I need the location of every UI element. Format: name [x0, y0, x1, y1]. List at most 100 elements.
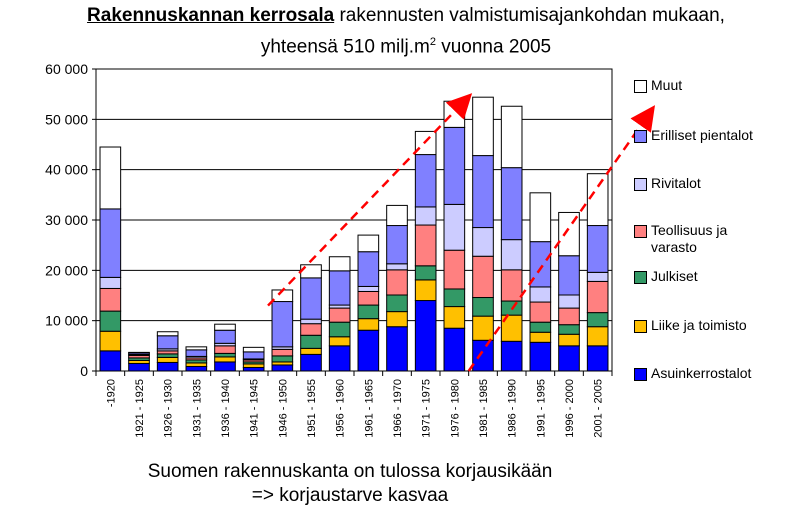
bar-segment	[386, 269, 408, 296]
bar-segment	[99, 146, 122, 210]
bar-segment	[328, 321, 351, 338]
title-line2-pre: yhteensä 510 milj.m	[260, 36, 430, 58]
bar-segment	[500, 269, 523, 302]
chart-caption: Suomen rakennuskanta on tulossa korjausi…	[60, 460, 640, 508]
bar-segment	[386, 263, 408, 271]
bar-segment	[300, 353, 322, 372]
bar-segment	[271, 301, 294, 348]
bar-segment	[558, 307, 580, 326]
bar-segment	[529, 301, 552, 323]
x-tick-label: 1976 - 1980	[449, 379, 461, 438]
caption-line-2: => korjaustarve kasvaa	[251, 485, 449, 506]
bar-segment	[128, 362, 150, 372]
x-tick-label: 1931 - 1935	[191, 379, 203, 438]
title-superscript: 2	[429, 36, 436, 48]
legend-label: Asuinkerrostalot	[651, 365, 752, 381]
bar-segment	[328, 345, 351, 372]
bar-segment	[472, 255, 494, 299]
bar-segment	[271, 364, 294, 372]
bar-segment	[185, 365, 208, 372]
bar-segment	[472, 96, 494, 157]
bar-segment	[214, 361, 236, 372]
y-tick-label: 60 000	[45, 61, 88, 77]
bar-segment	[99, 350, 122, 372]
bar-segment	[586, 345, 609, 372]
bar-segment	[214, 345, 236, 354]
x-tick-label: 1936 - 1940	[220, 379, 232, 438]
bar-segment	[558, 211, 580, 257]
bar-segment	[414, 224, 437, 267]
bar-segment	[271, 348, 294, 357]
x-tick-label: 1951 - 1955	[306, 379, 318, 438]
title-line-2: yhteensä 510 milj.m2 vuonna 2005	[0, 29, 812, 60]
bar-segment	[185, 362, 208, 367]
bar-segment	[214, 329, 236, 344]
title-line-1: Rakennuskannan kerrosala rakennusten val…	[0, 2, 812, 29]
bar-segment	[156, 331, 179, 337]
bar-segment	[586, 173, 609, 227]
x-tick-label: 2001 - 2005	[593, 379, 605, 438]
x-tick-label: 1971 - 1975	[421, 379, 433, 438]
bar-segment	[214, 323, 236, 331]
y-tick-label: 0	[80, 363, 88, 379]
bar-segment	[529, 331, 552, 343]
legend-label: Erilliset pientalot	[651, 127, 753, 143]
bar-segment	[500, 239, 523, 271]
bar-segment	[357, 329, 380, 372]
bar-segment	[414, 206, 437, 226]
bar-segment	[586, 312, 609, 328]
bar-segment	[242, 346, 265, 353]
bar-segment	[472, 227, 494, 257]
caption-line-1: Suomen rakennuskanta on tulossa korjausi…	[147, 461, 553, 482]
bar-segment	[128, 351, 150, 354]
title-rest: rakennusten valmistumisajankohdan mukaan…	[334, 5, 725, 26]
bar-segment	[472, 315, 494, 341]
bar-segment	[99, 208, 122, 278]
bar-segment	[214, 356, 236, 363]
bar-segment	[99, 330, 122, 352]
bar-segment	[357, 251, 380, 287]
x-tick-label: 1921 - 1925	[134, 379, 146, 438]
bar-segment	[271, 355, 294, 363]
legend-label: Teollisuus ja varasto	[651, 222, 728, 255]
bar-segment	[529, 341, 552, 372]
bar-segment	[414, 265, 437, 281]
bar-segment	[185, 346, 208, 351]
bar-segment	[328, 307, 351, 323]
bar-segment	[300, 347, 322, 355]
bar-segment	[586, 225, 609, 273]
bar-segment	[443, 203, 466, 251]
legend-label: Muut	[651, 77, 683, 93]
bar-segment	[558, 345, 580, 372]
bar-segment	[529, 286, 552, 303]
bar-segment	[156, 361, 179, 372]
bar-segment	[386, 225, 408, 265]
stacked-bar-chart: 0 10 000 20 000 30 000 40 000 50 000 60 000 -19…	[45, 61, 656, 438]
y-tick-label: 20 000	[45, 262, 88, 278]
bar-segment	[156, 335, 179, 350]
bar-segment	[300, 334, 322, 349]
bar-segment	[443, 126, 466, 205]
x-tick-label: 1926 - 1930	[163, 379, 175, 438]
legend-swatch	[634, 178, 647, 191]
bar-segment	[185, 349, 208, 357]
bar-segment	[586, 326, 609, 347]
bar-segment	[242, 363, 265, 368]
bar-segment	[500, 105, 523, 169]
title-line2-post: vuonna 2005	[435, 36, 552, 58]
x-tick-label: 1961 - 1965	[363, 379, 375, 438]
bar-segment	[529, 192, 552, 243]
x-tick-label: 1996 - 2000	[564, 379, 576, 438]
bar-segment	[586, 280, 609, 314]
bar-segment	[328, 336, 351, 347]
x-tick-label: 1966 - 1970	[392, 379, 404, 438]
y-tick-label: 50 000	[45, 111, 88, 127]
bar-segment	[242, 366, 265, 372]
bar-segment	[500, 340, 523, 372]
bar-segment	[300, 323, 322, 336]
x-tick-label: 1956 - 1960	[335, 379, 347, 438]
bar-segment	[300, 277, 322, 320]
x-tick-label: 1981 - 1985	[478, 379, 490, 438]
bar-segment	[99, 287, 122, 312]
bar-segment	[357, 234, 380, 253]
